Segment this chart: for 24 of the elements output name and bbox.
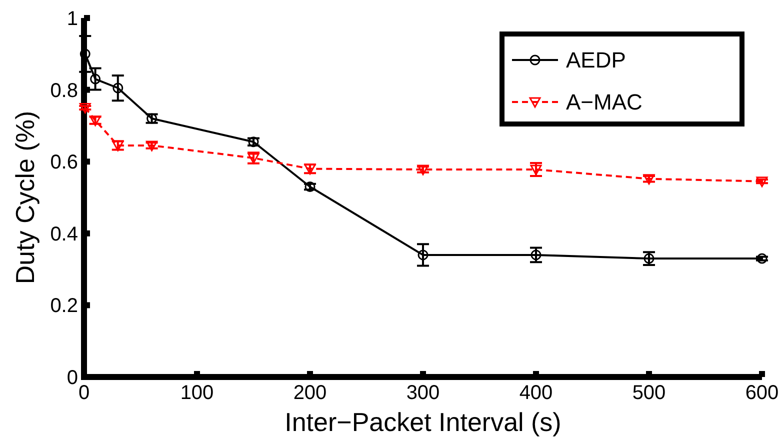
y-tick-label: 0.8 xyxy=(50,80,78,102)
y-tick-label: 0.6 xyxy=(50,152,78,174)
y-axis-title: Duty Cycle (%) xyxy=(10,110,40,284)
point xyxy=(417,164,429,176)
y-tick-label: 1 xyxy=(66,8,78,30)
x-tick-label: 400 xyxy=(519,382,553,404)
legend-label: A−MAC xyxy=(566,90,643,115)
point xyxy=(756,176,768,188)
x-tick-label: 300 xyxy=(406,382,440,404)
x-axis-title: Inter−Packet Interval (s) xyxy=(284,407,562,437)
x-tick-label: 500 xyxy=(632,382,666,404)
x-tick-label: 100 xyxy=(180,382,214,404)
x-tick-label: 600 xyxy=(745,382,779,404)
y-tick-label: 0 xyxy=(66,367,78,389)
point xyxy=(90,74,101,84)
y-tick-label: 0.2 xyxy=(50,295,78,318)
point xyxy=(418,250,428,260)
point xyxy=(643,174,655,185)
point xyxy=(79,103,91,114)
point xyxy=(146,140,158,152)
point xyxy=(112,82,124,94)
y-tick-label: 0.4 xyxy=(50,223,78,246)
legend-label: AEDP xyxy=(566,48,626,73)
x-tick-label: 200 xyxy=(293,382,327,404)
